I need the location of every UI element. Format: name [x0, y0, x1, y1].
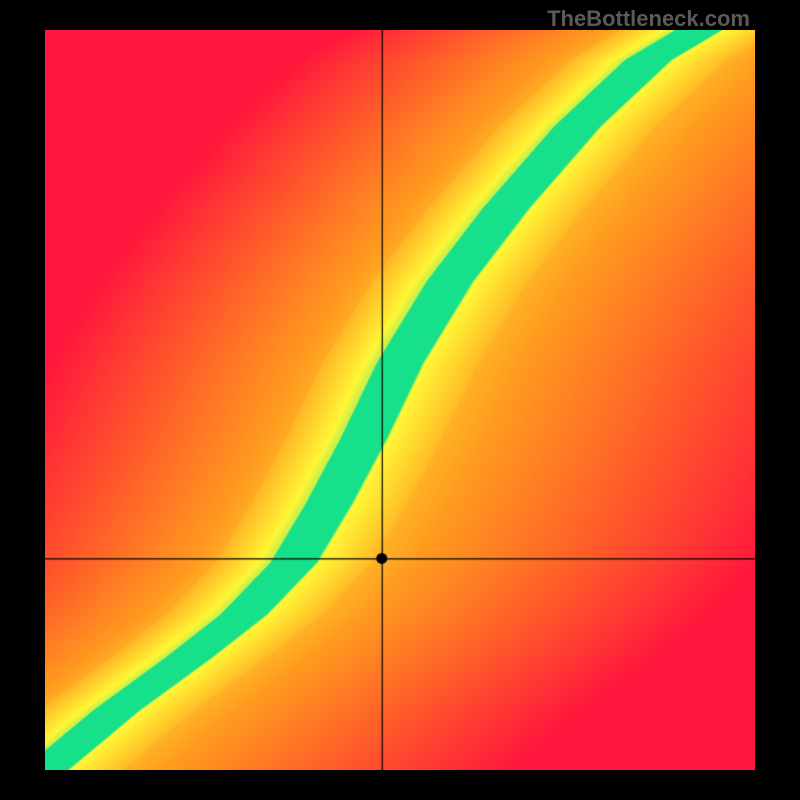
bottleneck-heatmap: [45, 30, 755, 770]
watermark-label: TheBottleneck.com: [547, 6, 750, 32]
chart-container: TheBottleneck.com: [0, 0, 800, 800]
